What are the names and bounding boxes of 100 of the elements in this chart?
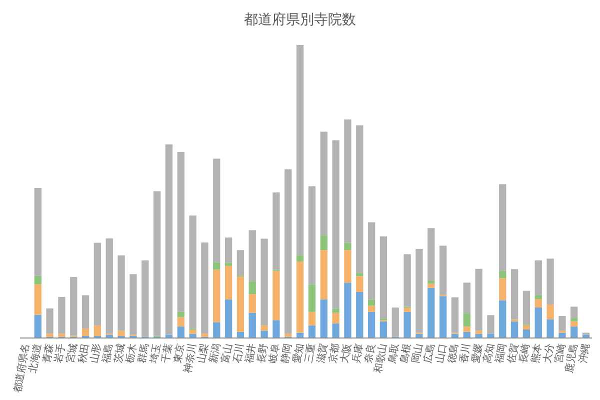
bar	[499, 184, 506, 271]
bar	[296, 45, 304, 256]
bar	[34, 276, 42, 284]
bar	[82, 295, 90, 329]
bar	[439, 246, 447, 295]
bar	[224, 299, 232, 338]
bar	[534, 294, 542, 300]
bar	[189, 216, 196, 329]
bar	[428, 284, 435, 288]
bar	[213, 262, 220, 270]
bar	[356, 272, 364, 276]
bar	[428, 280, 435, 284]
bar	[522, 325, 530, 330]
bar	[106, 238, 113, 334]
bar	[510, 321, 518, 338]
bar	[558, 332, 566, 338]
bar	[130, 274, 137, 335]
bar	[332, 312, 340, 324]
bar	[499, 278, 506, 300]
bar	[82, 328, 90, 336]
bar	[404, 308, 411, 312]
bar	[213, 158, 220, 262]
bar	[463, 313, 470, 327]
bar	[177, 152, 184, 312]
bar	[177, 317, 184, 327]
bar	[510, 269, 518, 320]
bar	[475, 330, 482, 334]
bar	[546, 258, 554, 305]
bar	[58, 334, 66, 337]
bar	[272, 270, 280, 320]
bar	[570, 306, 578, 318]
bar	[118, 330, 125, 336]
x-tick-label: 沖縄	[576, 342, 592, 364]
bar	[58, 296, 66, 334]
bar	[534, 260, 542, 295]
bar	[296, 255, 304, 262]
bar	[296, 262, 304, 333]
bar	[94, 325, 102, 336]
bar	[236, 276, 244, 332]
bar	[499, 270, 506, 278]
bar	[487, 334, 494, 338]
x-tick-label: 熊本	[529, 342, 544, 364]
bar	[344, 250, 352, 283]
x-tick-label: 東京	[172, 342, 187, 364]
bar	[224, 266, 232, 300]
bar	[272, 192, 280, 270]
bar	[248, 312, 256, 338]
bar	[177, 312, 184, 318]
bar	[558, 316, 566, 331]
bar	[260, 330, 268, 338]
bar	[34, 188, 42, 276]
bar	[308, 186, 316, 285]
bar	[320, 299, 328, 338]
bar	[534, 308, 542, 338]
bar	[475, 334, 482, 338]
bar	[522, 330, 530, 338]
bar	[213, 270, 220, 322]
bar	[320, 250, 328, 300]
bar	[94, 242, 102, 326]
bar	[499, 300, 506, 338]
bar	[46, 334, 54, 337]
bar	[248, 281, 256, 294]
bar	[236, 250, 244, 276]
bar	[34, 314, 42, 338]
bar	[46, 308, 54, 334]
bar	[416, 248, 423, 333]
bar	[546, 304, 554, 320]
bar	[439, 296, 447, 338]
bar	[224, 262, 232, 266]
bar	[284, 334, 292, 337]
bar	[463, 326, 470, 332]
bar	[260, 238, 268, 326]
bar	[153, 191, 161, 336]
bar	[142, 260, 149, 337]
bar	[201, 334, 208, 337]
bar	[248, 230, 256, 282]
bar	[356, 125, 364, 273]
bar	[189, 334, 196, 338]
bar	[308, 325, 316, 338]
bar	[284, 169, 292, 334]
bar	[344, 242, 352, 250]
bar	[308, 312, 316, 326]
bar	[224, 238, 232, 263]
bar	[428, 228, 435, 281]
bar	[570, 318, 578, 322]
bar	[356, 276, 364, 292]
bar	[308, 284, 316, 312]
bar	[570, 321, 578, 327]
bar	[463, 282, 470, 314]
bar	[416, 334, 423, 338]
bar	[201, 242, 208, 334]
chart-title: 都道府県別寺院数	[244, 12, 356, 28]
bar	[70, 277, 78, 336]
bar	[487, 315, 494, 334]
bar	[118, 255, 125, 331]
bar	[368, 312, 376, 338]
bar	[428, 288, 435, 338]
bar	[546, 319, 554, 338]
bar	[356, 292, 364, 338]
bar	[248, 294, 256, 313]
